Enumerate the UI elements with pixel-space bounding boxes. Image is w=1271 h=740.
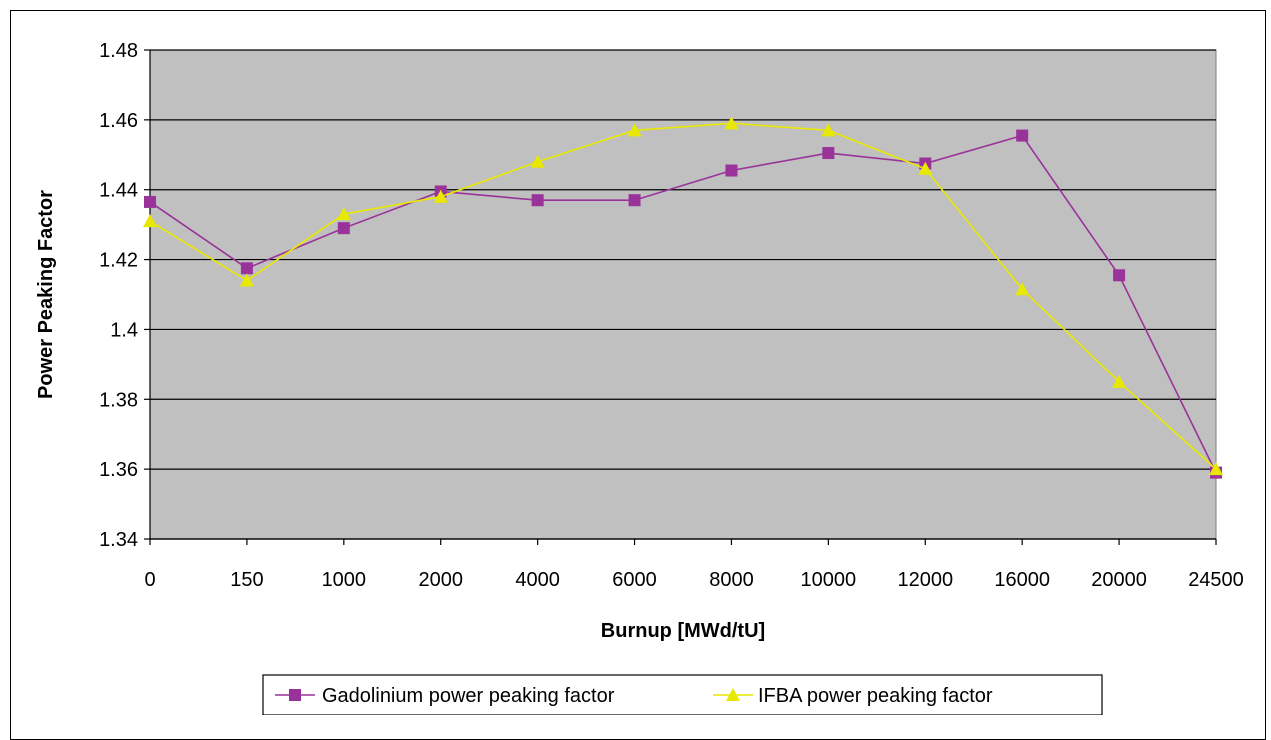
y-tick-label: 1.36 (99, 459, 138, 481)
ifba-point (726, 688, 740, 701)
x-tick-labels: 0 150 1000 2000 4000 6000 8000 10000 12000 16000 2… (144, 539, 1244, 591)
x-tick-label: 24500 (1188, 569, 1244, 591)
ifba-point (627, 123, 642, 137)
x-tick-label: 0 (144, 569, 155, 591)
y-tick-label: 1.4 (110, 319, 138, 341)
series (143, 116, 1223, 479)
x-tick-label: 150 (230, 569, 263, 591)
y-axis-title: Power Peaking Factor (35, 190, 57, 399)
x-tick-label: 6000 (612, 569, 657, 591)
legend: Gadolinium power peaking factor IFBA powe… (262, 674, 1103, 715)
line-chart: 1.34 1.36 1.38 1.4 1.42 1.44 1.46 1.48 0 150 1000… (35, 40, 1244, 715)
gadolinium-point (144, 195, 156, 208)
x-tick-label: 2000 (418, 569, 463, 591)
x-axis-title: Burnup [MWd/tU] (601, 620, 765, 642)
x-tick-label: 1000 (322, 569, 367, 591)
ifba-series-line (149, 122, 1217, 470)
x-tick-label: 20000 (1091, 569, 1147, 591)
gadolinium-point (1113, 269, 1126, 282)
axes (149, 50, 1216, 540)
x-tick-label: 4000 (515, 569, 560, 591)
x-tick-label: 12000 (897, 569, 953, 591)
ifba-point (1112, 374, 1127, 388)
plot-area (149, 49, 1217, 540)
legend-box (262, 674, 1103, 715)
gadolinium-series-line (149, 134, 1217, 473)
ifba-point (724, 116, 739, 130)
gadolinium-point (531, 194, 544, 207)
gadolinium-point (337, 222, 350, 235)
gadolinium-point (725, 164, 738, 177)
ifba-point (336, 207, 351, 221)
ifba-point (1209, 462, 1223, 476)
gadolinium-point (240, 262, 253, 275)
legend-label: Gadolinium power peaking factor (322, 685, 615, 707)
ifba-point (918, 161, 933, 175)
ifba-point (143, 214, 157, 228)
x-tick-label: 10000 (801, 569, 857, 591)
gadolinium-point (822, 147, 835, 160)
x-tick-label: 16000 (994, 569, 1050, 591)
y-tick-labels: 1.34 1.36 1.38 1.4 1.42 1.44 1.46 1.48 (99, 40, 138, 551)
y-tick-label: 1.44 (99, 180, 138, 202)
ifba-point (239, 273, 254, 287)
y-tick-label: 1.46 (99, 110, 138, 132)
y-tick-label: 1.42 (99, 250, 138, 272)
ifba-point (433, 189, 448, 203)
x-tick-label: 8000 (709, 569, 754, 591)
legend-label: IFBA power peaking factor (758, 685, 993, 707)
ifba-point (821, 123, 836, 137)
y-tick-label: 1.34 (99, 529, 138, 551)
gadolinium-point (289, 689, 301, 701)
ifba-point (530, 154, 545, 168)
gadolinium-point (1016, 129, 1029, 142)
gadolinium-point (628, 194, 641, 207)
y-tick-label: 1.38 (99, 389, 138, 411)
ifba-point (1015, 282, 1030, 296)
y-tick-label: 1.48 (99, 40, 138, 62)
